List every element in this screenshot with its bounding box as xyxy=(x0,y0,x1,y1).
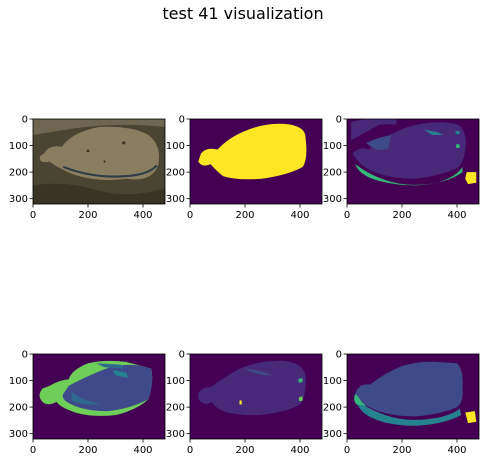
axes-frame xyxy=(189,353,323,440)
x-tick-label: 400 xyxy=(447,210,466,221)
image-seg-a xyxy=(347,119,479,204)
photo-fish-spot xyxy=(103,160,106,163)
photo-rock-bottom xyxy=(33,183,165,204)
axes-frame xyxy=(32,353,166,440)
seg-c-region xyxy=(239,400,242,405)
image-mask xyxy=(190,119,322,204)
seg-d-region xyxy=(354,393,367,406)
photo-fish-spot xyxy=(86,149,90,153)
seg-c-region xyxy=(198,360,306,416)
y-tick-label: 100 xyxy=(166,376,185,387)
seg-d-region xyxy=(465,411,477,424)
y-tick-label: 0 xyxy=(22,115,28,126)
image-seg-b xyxy=(33,354,165,439)
axes-frame xyxy=(32,118,166,205)
x-tick-label: 400 xyxy=(133,445,152,456)
x-tick-label: 0 xyxy=(187,445,193,456)
y-tick-label: 0 xyxy=(179,350,185,361)
x-tick-label: 0 xyxy=(30,210,36,221)
y-tick-label: 100 xyxy=(323,376,342,387)
subplot-mask xyxy=(190,119,322,204)
subplot-seg-d xyxy=(347,354,479,439)
x-tick-label: 200 xyxy=(392,445,411,456)
seg-c-region xyxy=(298,377,303,383)
x-tick-label: 200 xyxy=(78,210,97,221)
y-tick-label: 100 xyxy=(166,141,185,152)
y-tick-label: 0 xyxy=(22,350,28,361)
x-tick-label: 400 xyxy=(290,445,309,456)
mask-fish xyxy=(198,123,307,180)
y-tick-label: 0 xyxy=(336,350,342,361)
x-tick-label: 0 xyxy=(187,210,193,221)
seg-b-region xyxy=(96,363,124,369)
y-tick-label: 100 xyxy=(9,376,28,387)
seg-c-region xyxy=(245,368,273,376)
y-tick-label: 0 xyxy=(336,115,342,126)
seg-d-region xyxy=(355,361,463,417)
seg-a-region xyxy=(355,164,463,186)
image-seg-c xyxy=(190,354,322,439)
y-tick-label: 300 xyxy=(166,429,185,440)
image-seg-d xyxy=(347,354,479,439)
y-tick-label: 300 xyxy=(9,429,28,440)
axes-frame xyxy=(346,353,480,440)
x-tick-label: 400 xyxy=(290,210,309,221)
y-tick-label: 200 xyxy=(9,403,28,414)
subplot-photo xyxy=(33,119,165,204)
x-tick-label: 400 xyxy=(447,445,466,456)
seg-a-region xyxy=(352,122,466,179)
seg-a-region xyxy=(351,119,397,141)
x-tick-label: 200 xyxy=(78,445,97,456)
y-tick-label: 100 xyxy=(9,141,28,152)
x-tick-label: 0 xyxy=(30,445,36,456)
subplot-seg-b xyxy=(33,354,165,439)
x-tick-label: 200 xyxy=(235,445,254,456)
subplot-seg-c xyxy=(190,354,322,439)
photo-rock-top xyxy=(33,119,165,135)
axes-frame xyxy=(346,118,480,205)
seg-b-region xyxy=(71,391,99,405)
photo-fish-edge xyxy=(62,164,158,178)
seg-d-region xyxy=(355,399,462,426)
seg-a-region xyxy=(366,134,391,150)
y-tick-label: 100 xyxy=(323,141,342,152)
image-photo xyxy=(33,119,165,204)
seg-a-region xyxy=(456,144,460,148)
y-tick-label: 200 xyxy=(166,403,185,414)
y-tick-label: 300 xyxy=(9,194,28,205)
y-tick-label: 300 xyxy=(323,194,342,205)
photo-fish-spot xyxy=(122,141,126,145)
x-tick-label: 200 xyxy=(235,210,254,221)
y-tick-label: 200 xyxy=(323,403,342,414)
y-tick-label: 300 xyxy=(323,429,342,440)
x-tick-label: 400 xyxy=(133,210,152,221)
figure-title: test 41 visualization xyxy=(162,4,324,23)
y-tick-label: 200 xyxy=(166,168,185,179)
seg-a-region xyxy=(424,129,444,135)
x-tick-label: 200 xyxy=(392,210,411,221)
axes-frame xyxy=(189,118,323,205)
x-tick-label: 0 xyxy=(344,210,350,221)
seg-a-region xyxy=(455,130,460,135)
subplot-seg-a xyxy=(347,119,479,204)
seg-b-region xyxy=(112,369,128,378)
y-tick-label: 200 xyxy=(9,168,28,179)
seg-a-region xyxy=(465,172,477,185)
y-tick-label: 0 xyxy=(179,115,185,126)
x-tick-label: 0 xyxy=(344,445,350,456)
y-tick-label: 200 xyxy=(323,168,342,179)
y-tick-label: 300 xyxy=(166,194,185,205)
photo-fish xyxy=(39,126,160,181)
seg-c-region xyxy=(298,395,303,402)
